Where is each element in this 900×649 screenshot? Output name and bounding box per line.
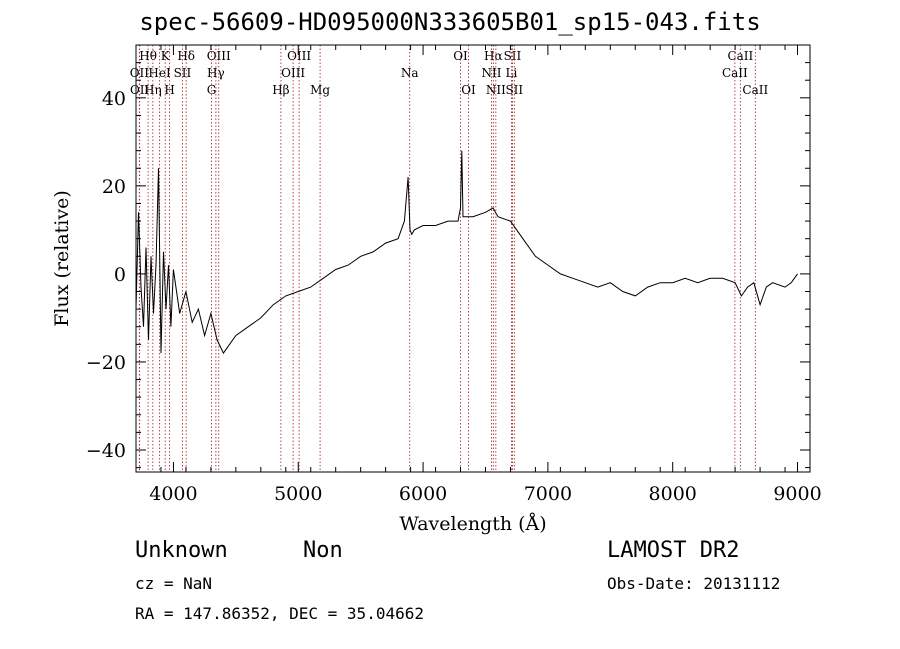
line-marker-label: OIII: [207, 49, 231, 63]
line-marker-label: G: [207, 83, 217, 97]
line-marker-label: NII: [481, 66, 501, 80]
x-tick-label: 5000: [274, 483, 322, 505]
x-tick-label: 7000: [524, 483, 572, 505]
y-tick-label: −20: [86, 352, 126, 374]
line-marker-label: Mg: [310, 83, 330, 97]
line-marker-label: Hθ: [139, 49, 157, 63]
y-tick-label: 40: [102, 88, 126, 110]
line-marker-label: CaII: [742, 83, 768, 97]
line-marker-label: Hη: [144, 83, 162, 97]
survey-label: LAMOST DR2: [607, 538, 740, 563]
x-tick-label: 8000: [649, 483, 697, 505]
line-marker-label: OIII: [287, 49, 311, 63]
x-tick-label: 6000: [399, 483, 447, 505]
line-marker-label: OIII: [281, 66, 305, 80]
y-tick-label: 20: [102, 176, 126, 198]
line-marker-label: Na: [401, 66, 419, 80]
spectrum-line: [135, 150, 798, 355]
line-marker-label: Hγ: [207, 66, 225, 80]
x-tick-label: 4000: [149, 483, 197, 505]
chart-title: spec-56609-HD095000N333605B01_sp15-043.f…: [139, 8, 761, 36]
subclass-label: Non: [303, 538, 343, 563]
line-marker-label: K: [161, 49, 171, 63]
line-marker-label: SII: [504, 49, 522, 63]
line-marker-label: OI: [453, 49, 468, 63]
x-tick-label: 9000: [773, 483, 821, 505]
cz-text: cz = NaN: [135, 574, 213, 593]
coordinates-text: RA = 147.86352, DEC = 35.04662: [135, 604, 424, 623]
line-marker-label: OI: [461, 83, 476, 97]
y-axis-label: Flux (relative): [51, 190, 73, 327]
line-marker-label: NII: [486, 83, 506, 97]
line-marker-label: SII: [174, 66, 192, 80]
y-tick-label: −40: [86, 440, 126, 462]
line-marker-label: H: [164, 83, 174, 97]
plot-frame: [135, 44, 811, 473]
line-marker-label: CaII: [727, 49, 753, 63]
line-marker-label: Hδ: [177, 49, 195, 63]
line-marker-label: SII: [505, 83, 523, 97]
line-marker-label: Hβ: [272, 83, 289, 97]
line-marker-label: HeI: [148, 66, 171, 80]
x-axis-label: Wavelength (Å): [399, 513, 546, 535]
obs-date-text: Obs-Date: 20131112: [607, 574, 781, 593]
y-tick-label: 0: [114, 264, 126, 286]
line-marker-label: Hα: [484, 49, 503, 63]
class-label: Unknown: [135, 538, 228, 563]
line-marker-label: OII: [130, 83, 150, 97]
line-marker-label: Li: [506, 66, 518, 80]
line-marker-label: CaII: [722, 66, 748, 80]
